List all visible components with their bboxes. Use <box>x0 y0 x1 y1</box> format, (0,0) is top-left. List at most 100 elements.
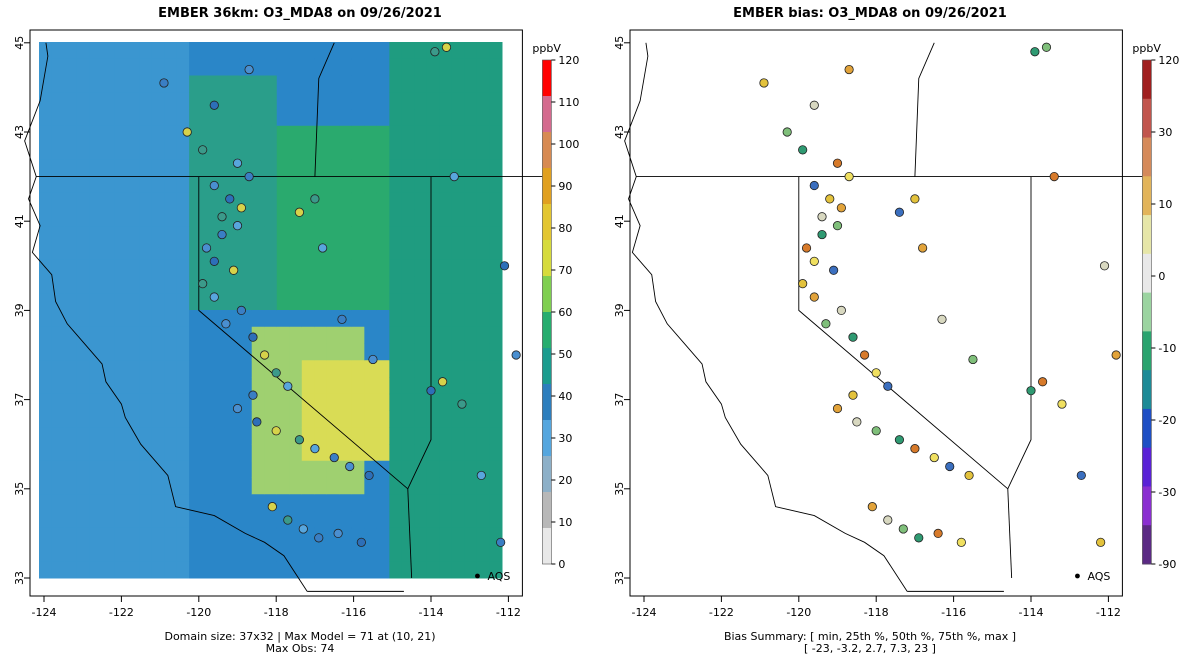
monitor-site <box>832 221 843 231</box>
grid-cell <box>464 360 478 378</box>
grid-cell <box>389 226 403 244</box>
grid-cell <box>214 159 228 177</box>
grid-cell <box>239 142 253 160</box>
grid-cell <box>189 477 203 495</box>
grid-cell <box>189 393 203 411</box>
grid-cell <box>451 360 465 378</box>
grid-cell <box>226 142 240 160</box>
grid-cell <box>139 393 153 411</box>
grid-cell <box>251 460 265 478</box>
grid-cell <box>414 477 428 495</box>
grid-cell <box>364 293 378 311</box>
grid-cell <box>426 293 440 311</box>
grid-cell <box>264 109 278 127</box>
grid-cell <box>176 176 190 194</box>
grid-cell <box>376 142 390 160</box>
grid-cell <box>251 259 265 277</box>
monitor-site <box>229 265 239 275</box>
grid-cell <box>39 109 53 127</box>
grid-cell <box>164 176 178 194</box>
grid-cell <box>301 125 315 143</box>
grid-cell <box>301 58 315 76</box>
grid-cell <box>176 494 190 512</box>
grid-cell <box>89 527 103 545</box>
colorbar-tick-label: 120 <box>558 54 579 67</box>
grid-cell <box>101 477 115 495</box>
grid-cell <box>389 192 403 210</box>
grid-cell <box>126 544 140 562</box>
grid-cell <box>476 544 490 562</box>
grid-cell <box>401 75 415 93</box>
state-boundary <box>24 42 49 177</box>
colorbar-segment <box>542 528 552 565</box>
grid-cell <box>451 377 465 395</box>
monitor-site <box>852 417 862 427</box>
grid-cell <box>464 293 478 311</box>
grid-cell <box>151 427 165 445</box>
monitor-site <box>798 145 808 155</box>
grid-cell <box>326 92 340 110</box>
grid-cell <box>64 444 78 462</box>
monitor-site <box>496 537 506 547</box>
state-boundary <box>798 176 1009 490</box>
grid-cell <box>189 176 203 194</box>
grid-cell <box>176 410 190 428</box>
grid-cell <box>326 561 340 579</box>
grid-cell <box>226 42 240 60</box>
grid-cell <box>101 527 115 545</box>
grid-cell <box>439 293 453 311</box>
grid-cell <box>226 276 240 294</box>
grid-cell <box>426 427 440 445</box>
grid-cell <box>401 427 415 445</box>
grid-cell <box>226 377 240 395</box>
grid-cell <box>389 259 403 277</box>
grid-cell <box>301 460 315 478</box>
grid-cell <box>489 343 503 361</box>
grid-cell <box>39 192 53 210</box>
grid-cell <box>189 92 203 110</box>
grid-cell <box>151 209 165 227</box>
grid-cell <box>376 544 390 562</box>
grid-cell <box>276 293 290 311</box>
grid-cell <box>464 92 478 110</box>
right-footer: Bias Summary: [ min, 25th %, 50th %, 75t… <box>570 631 1170 655</box>
domain-summary: Domain size: 37x32 | Max Model = 71 at (… <box>164 630 436 643</box>
grid-cell <box>351 125 365 143</box>
grid-cell <box>314 58 328 76</box>
grid-cell <box>289 360 303 378</box>
grid-cell <box>339 58 353 76</box>
monitor-site <box>271 368 281 378</box>
monitor-site <box>318 243 328 253</box>
grid-cell <box>276 75 290 93</box>
y-tick-label: 39 <box>613 303 626 317</box>
grid-cell <box>289 494 303 512</box>
grid-cell <box>114 494 128 512</box>
grid-cell <box>339 75 353 93</box>
grid-cell <box>339 511 353 529</box>
grid-cell <box>426 544 440 562</box>
grid-cell <box>76 209 90 227</box>
grid-cell <box>264 192 278 210</box>
grid-cell <box>351 109 365 127</box>
grid-cell <box>264 159 278 177</box>
grid-cell <box>276 326 290 344</box>
grid-cell <box>439 527 453 545</box>
grid-cell <box>426 142 440 160</box>
grid-cell <box>426 125 440 143</box>
colorbar-segment <box>542 60 552 97</box>
grid-cell <box>176 209 190 227</box>
grid-cell <box>314 343 328 361</box>
grid-cell <box>139 561 153 579</box>
grid-cell <box>314 259 328 277</box>
grid-cell <box>151 310 165 328</box>
grid-cell <box>301 393 315 411</box>
grid-cell <box>76 75 90 93</box>
grid-cell <box>389 243 403 261</box>
grid-cell <box>426 310 440 328</box>
grid-cell <box>426 494 440 512</box>
grid-cell <box>364 527 378 545</box>
grid-cell <box>64 360 78 378</box>
grid-cell <box>101 42 115 60</box>
grid-cell <box>239 527 253 545</box>
grid-cell <box>414 125 428 143</box>
